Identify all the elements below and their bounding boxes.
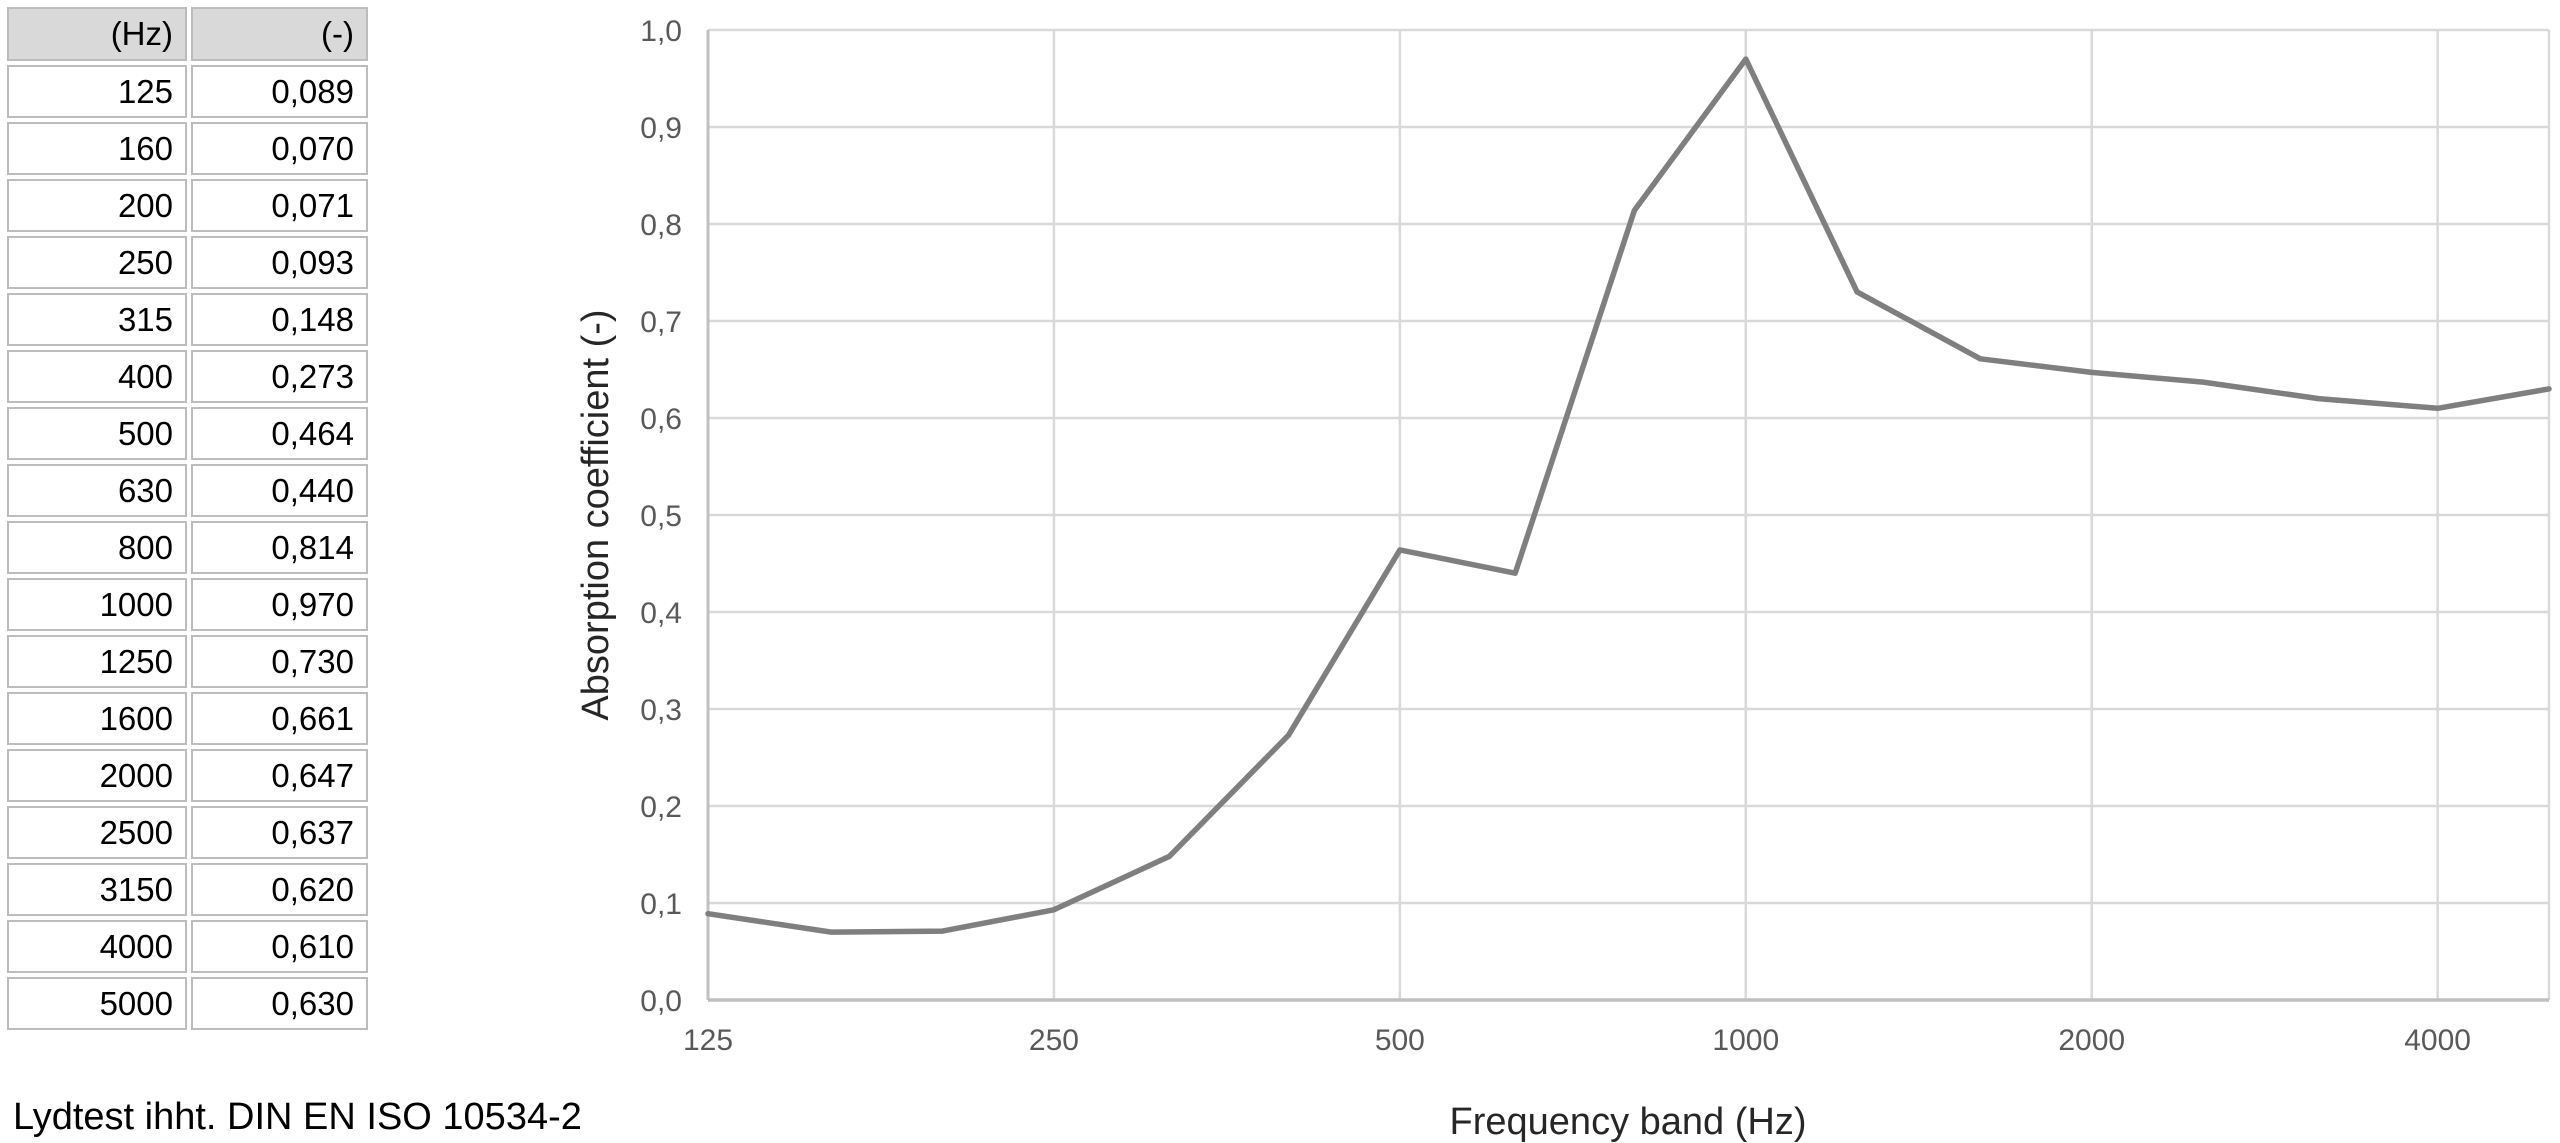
coefficient-cell: 0,464 [191,407,368,460]
y-tick-label: 0,8 [640,209,682,242]
series-layer [705,56,2552,935]
table-header-row: (Hz) (-) [7,7,368,61]
x-tick-label: 4000 [2404,1024,2471,1057]
table-row: 2500 0,637 [7,806,368,859]
coefficient-cell: 0,273 [191,350,368,403]
table-row: 1000 0,970 [7,578,368,631]
table-body: 125 0,089 160 0,070 200 0,071 250 0,093 315 0,148… [7,65,368,1030]
table-row: 1600 0,661 [7,692,368,745]
coefficient-cell: 0,148 [191,293,368,346]
x-tick-label: 1000 [1712,1024,1779,1057]
axis-layer [706,30,2549,1002]
column-header-frequency: (Hz) [7,7,187,61]
coefficient-cell: 0,814 [191,521,368,574]
x-tick-label: 250 [1029,1024,1079,1057]
coefficient-cell: 0,620 [191,863,368,916]
y-tick-label: 0,4 [640,597,682,630]
table-row: 3150 0,620 [7,863,368,916]
coefficient-cell: 0,970 [191,578,368,631]
frequency-cell: 315 [7,293,187,346]
column-header-coefficient: (-) [191,7,368,61]
table-row: 4000 0,610 [7,920,368,973]
frequency-cell: 2000 [7,749,187,802]
coefficient-cell: 0,071 [191,179,368,232]
y-tick-label: 0,2 [640,791,682,824]
frequency-cell: 2500 [7,806,187,859]
frequency-cell: 4000 [7,920,187,973]
coefficient-cell: 0,070 [191,122,368,175]
frequency-cell: 630 [7,464,187,517]
y-tick-label: 0,7 [640,306,682,339]
frequency-cell: 160 [7,122,187,175]
x-tick-label: 500 [1375,1024,1425,1057]
y-axis-title: Absorption coefficient (-) [575,309,617,720]
coefficient-cell: 0,093 [191,236,368,289]
frequency-cell: 250 [7,236,187,289]
tick-label-layer: 0,0 0,1 0,2 0,3 0,4 0,5 0,6 0,7 0,8 0,9 1,0 125 250 5… [640,15,2471,1057]
frequency-cell: 3150 [7,863,187,916]
coefficient-cell: 0,630 [191,977,368,1030]
y-tick-label: 0,1 [640,888,682,921]
y-tick-label: 0,9 [640,112,682,145]
x-tick-label: 2000 [2058,1024,2125,1057]
table-row: 1250 0,730 [7,635,368,688]
table-row: 400 0,273 [7,350,368,403]
frequency-cell: 500 [7,407,187,460]
x-axis-title: Frequency band (Hz) [1450,1101,1807,1143]
coefficient-cell: 0,610 [191,920,368,973]
frequency-cell: 1000 [7,578,187,631]
series-line [705,56,2552,935]
table-row: 630 0,440 [7,464,368,517]
coefficient-cell: 0,089 [191,65,368,118]
y-tick-label: 0,5 [640,500,682,533]
y-tick-label: 0,6 [640,403,682,436]
grid-layer [708,28,2551,1000]
table-row: 125 0,089 [7,65,368,118]
frequency-cell: 1600 [7,692,187,745]
x-tick-label: 125 [683,1024,733,1057]
frequency-cell: 200 [7,179,187,232]
table-row: 800 0,814 [7,521,368,574]
table-row: 250 0,093 [7,236,368,289]
coefficient-cell: 0,661 [191,692,368,745]
frequency-absorption-table: (Hz) (-) 125 0,089 160 0,070 200 0,071 250 0,09… [3,3,372,1034]
table-row: 2000 0,647 [7,749,368,802]
y-tick-label: 0,0 [640,985,682,1018]
coefficient-cell: 0,647 [191,749,368,802]
table-row: 200 0,071 [7,179,368,232]
table-row: 160 0,070 [7,122,368,175]
table-row: 5000 0,630 [7,977,368,1030]
frequency-cell: 125 [7,65,187,118]
coefficient-cell: 0,637 [191,806,368,859]
coefficient-cell: 0,730 [191,635,368,688]
y-tick-label: 0,3 [640,694,682,727]
y-tick-label: 1,0 [640,15,682,48]
frequency-cell: 1250 [7,635,187,688]
test-standard-caption: Lydtest ihht. DIN EN ISO 10534-2 [13,1096,582,1138]
frequency-cell: 400 [7,350,187,403]
frequency-cell: 5000 [7,977,187,1030]
table-row: 315 0,148 [7,293,368,346]
coefficient-cell: 0,440 [191,464,368,517]
frequency-cell: 800 [7,521,187,574]
table-row: 500 0,464 [7,407,368,460]
